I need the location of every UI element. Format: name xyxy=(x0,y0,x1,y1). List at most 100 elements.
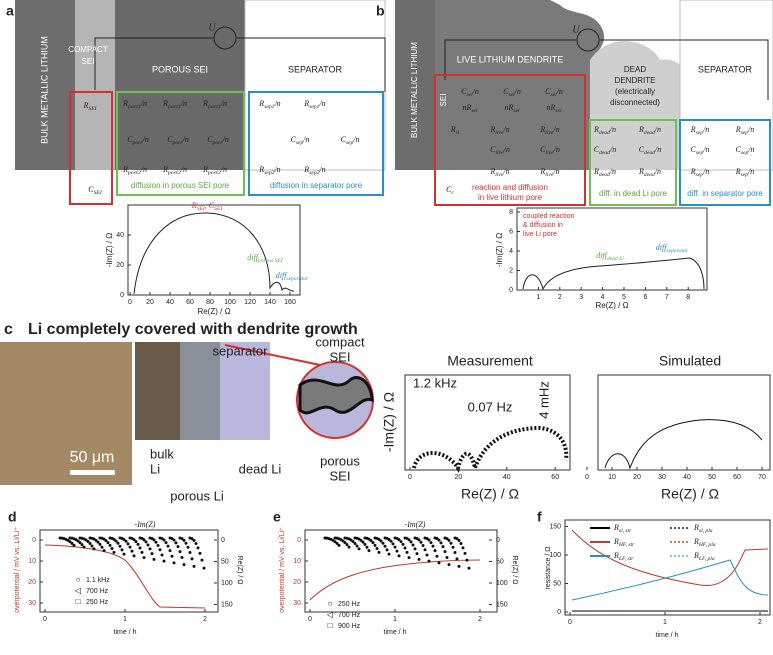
label-part: R xyxy=(735,167,741,176)
marker xyxy=(78,541,82,545)
element-label: Cpore/n xyxy=(207,135,229,146)
legend-label: 1.1 kHz xyxy=(86,577,110,584)
label-part: /n xyxy=(702,145,709,154)
annotation: 0.07 Hz xyxy=(468,399,513,414)
red-box xyxy=(69,91,113,205)
y-tick-label: 0 xyxy=(509,287,513,294)
label-part: SEI xyxy=(94,190,103,196)
label-part: /n xyxy=(552,125,559,134)
source-label: U xyxy=(572,24,580,35)
label: Li xyxy=(150,461,160,476)
y-tick-label: 30 xyxy=(28,600,36,607)
marker xyxy=(423,548,427,552)
top-label: -Im(Z) xyxy=(135,520,156,529)
marker xyxy=(150,552,154,556)
marker xyxy=(357,547,361,551)
marker xyxy=(116,541,120,545)
label-part: separator xyxy=(286,276,309,282)
element-label: Clive/n xyxy=(540,145,560,156)
label-part: dead xyxy=(599,150,610,156)
label-part: sep1 xyxy=(264,104,274,110)
separator-layer xyxy=(244,0,386,171)
marker xyxy=(403,546,407,550)
marker xyxy=(162,538,166,542)
element-label: Csep/n xyxy=(690,145,709,156)
marker xyxy=(383,544,387,548)
marker xyxy=(417,557,421,561)
x-tick-label: 0 xyxy=(408,474,412,481)
marker xyxy=(367,549,371,553)
label-part: HF, pla xyxy=(698,542,716,548)
marker xyxy=(437,538,441,542)
green-box xyxy=(116,91,245,196)
marker xyxy=(186,545,190,549)
element-label: Rdead/n xyxy=(638,125,661,136)
x-tick-label: 3 xyxy=(579,294,583,301)
x-tick-label: 50 xyxy=(708,474,716,481)
y-tick-label: 4 xyxy=(509,248,513,255)
label-part: pore xyxy=(172,140,184,146)
legend-label: RLF, str xyxy=(613,551,634,562)
marker xyxy=(112,550,116,554)
marker xyxy=(190,537,194,541)
x-tick-label: 0 xyxy=(128,299,132,306)
y-tick-label: 8 xyxy=(509,209,513,216)
element-label: Rsep1/n xyxy=(258,99,280,110)
marker xyxy=(180,537,184,541)
y-axis-label: -Im(Z) / Ω xyxy=(105,233,114,267)
y-tick-label: 0 xyxy=(557,609,561,616)
y-tick-label: 20 xyxy=(28,579,36,586)
label-part: /n xyxy=(702,167,709,176)
element-label: Csei/n xyxy=(545,87,563,98)
label-part: R xyxy=(303,99,309,108)
legend-symbol: ◁ xyxy=(75,586,82,595)
x-tick-label: 1 xyxy=(393,616,397,623)
marker xyxy=(96,540,100,544)
label-part: diff xyxy=(656,243,668,252)
x-tick-label: 20 xyxy=(455,474,463,481)
label-part: SEI xyxy=(88,106,97,112)
series-curve xyxy=(571,529,769,586)
x-tick-label: 5 xyxy=(622,294,626,301)
layer-label: BULK METALLIC LITHIUM xyxy=(39,36,49,144)
x-tick-label: 40 xyxy=(683,474,691,481)
label-part: R xyxy=(539,167,545,176)
micrograph xyxy=(0,342,132,485)
label-part: /n xyxy=(609,125,616,134)
wire xyxy=(444,39,576,80)
x-tick-label: 0 xyxy=(43,616,47,623)
x-tick-label: 0 xyxy=(568,619,572,626)
y2-axis-label: Re(Z) / Ω xyxy=(236,556,243,585)
marker xyxy=(100,545,104,549)
label-part: C xyxy=(127,135,133,144)
legend-symbol: ○ xyxy=(328,599,333,608)
label-part: R xyxy=(191,201,197,210)
label-part: C xyxy=(461,87,467,96)
element-label: Rpore2/n xyxy=(162,165,187,176)
marker xyxy=(190,557,194,561)
x-tick-label: 30 xyxy=(658,474,666,481)
layer-label: SEPARATOR xyxy=(288,64,343,74)
label-part: /n xyxy=(352,135,359,144)
element-label: nRsei xyxy=(462,103,478,114)
marker xyxy=(431,544,435,548)
label-part: /n xyxy=(140,99,147,108)
marker xyxy=(415,552,419,556)
source xyxy=(213,26,237,50)
marker xyxy=(397,538,401,542)
marker xyxy=(395,549,399,553)
bulk-layer xyxy=(395,0,435,170)
label-part: /n xyxy=(556,87,563,96)
layer-label: BULK METALLIC LITHIUM xyxy=(410,42,419,138)
marker xyxy=(138,546,142,550)
marker xyxy=(345,543,349,547)
x-tick-label: 60 xyxy=(186,299,194,306)
marker xyxy=(88,542,92,546)
marker xyxy=(443,550,447,554)
label-part: R xyxy=(202,99,208,108)
element-label: Rpore1/n xyxy=(162,99,187,110)
y-tick-label: 6 xyxy=(509,228,513,235)
label-part: /n xyxy=(472,87,479,96)
x-tick-label: 20 xyxy=(633,474,641,481)
marker xyxy=(80,543,84,547)
